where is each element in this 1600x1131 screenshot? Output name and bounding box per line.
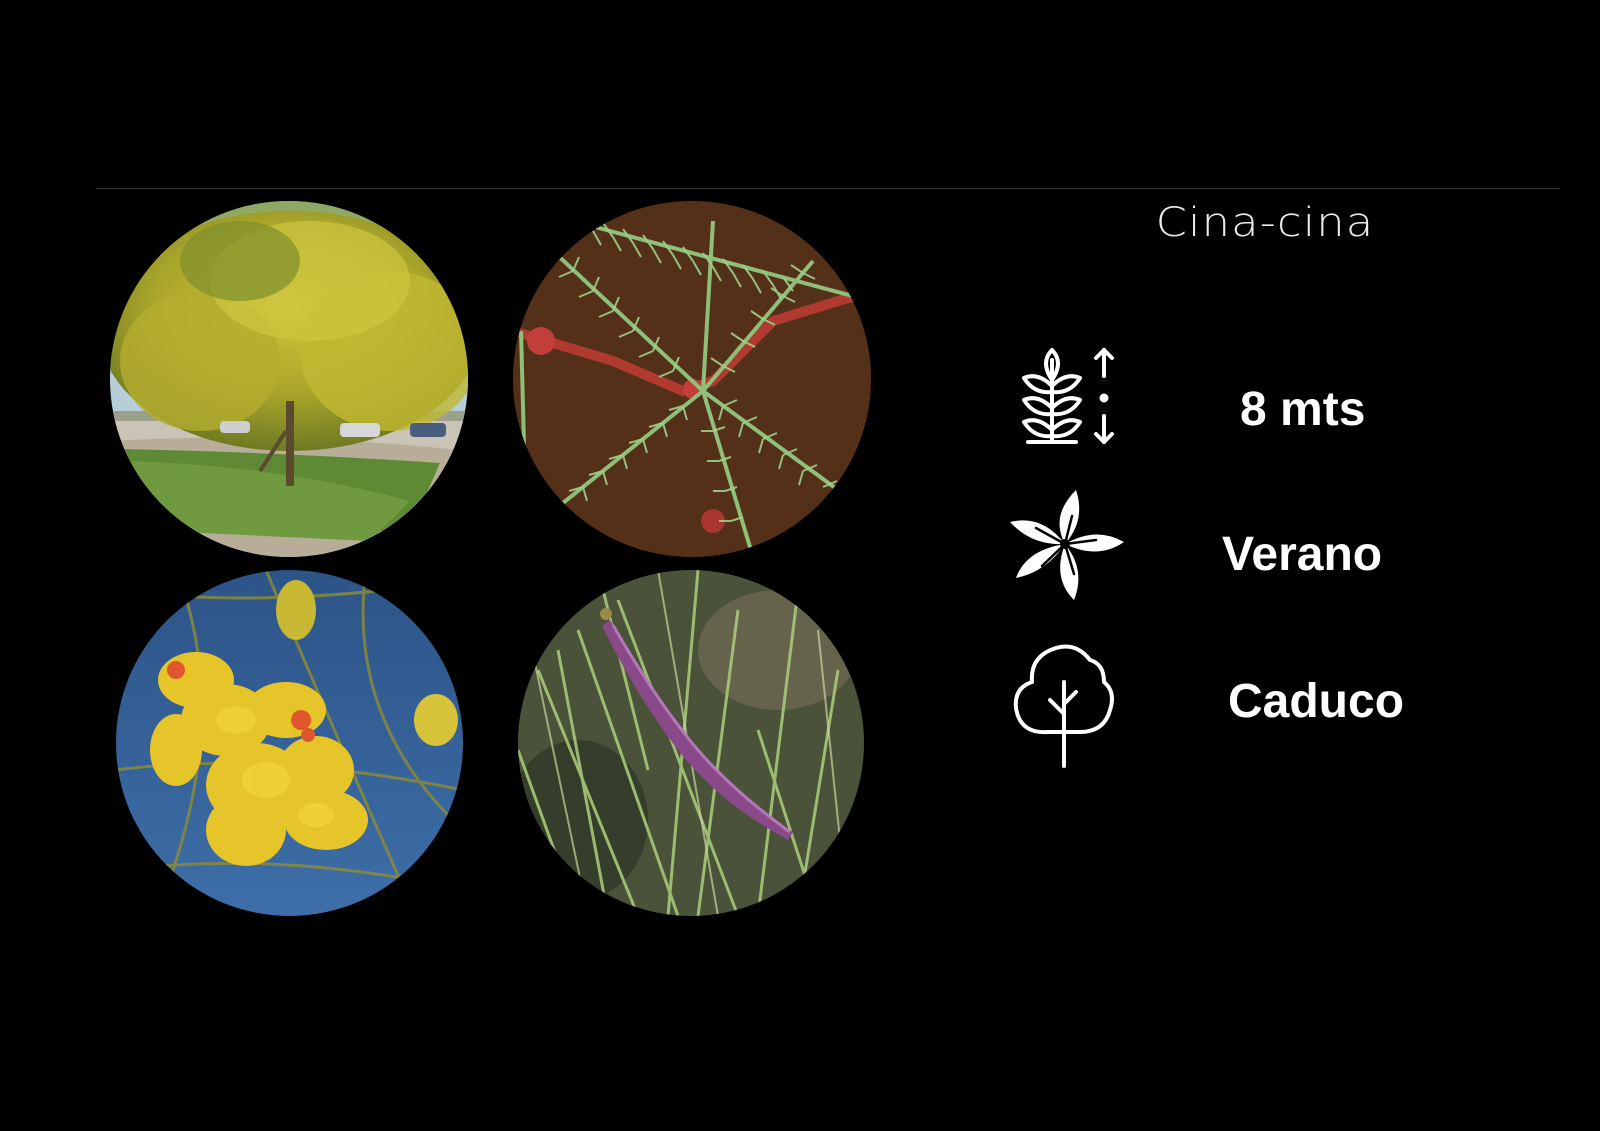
page-title: Cina-cina [1155, 200, 1375, 246]
pods-photo [518, 570, 864, 916]
tree-icon [1012, 642, 1116, 768]
plant-height-icon [1008, 346, 1118, 458]
height-value: 8 mts [1240, 383, 1366, 436]
divider-line [96, 188, 1560, 189]
foliage-type-value: Caduco [1228, 675, 1405, 728]
tree-photo [110, 201, 468, 557]
leaves-photo [513, 201, 871, 557]
flowering-season-value: Verano [1222, 528, 1383, 581]
flowers-photo [116, 570, 463, 916]
flower-icon [1006, 486, 1124, 604]
